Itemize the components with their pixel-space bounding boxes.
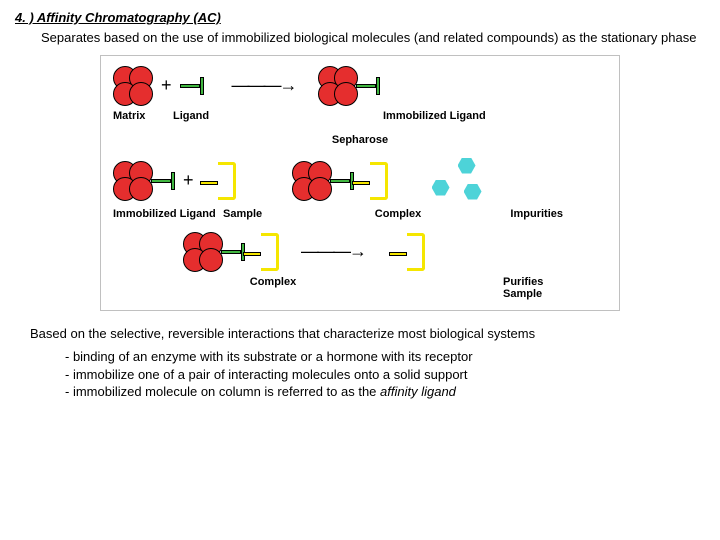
immobilized-ligand-icon: [318, 66, 380, 106]
sample-label: Sample: [223, 208, 323, 220]
row3-labels: Complex Purifies Sample: [183, 276, 607, 300]
footer-bullets: - binding of an enzyme with its substrat…: [65, 348, 705, 401]
row2-labels: Immobilized Ligand Sample Complex Impuri…: [113, 208, 607, 220]
immob-label-2: Immobilized Ligand: [113, 208, 223, 220]
plus-icon-2: +: [183, 170, 194, 191]
purifies-label: Purifies Sample: [503, 276, 543, 300]
impurities-icon: [428, 158, 488, 204]
complex-icon-2: [183, 232, 279, 272]
complex-label: Complex: [323, 208, 473, 220]
arrow-icon-2: ———→: [301, 241, 365, 262]
complex-label-2: Complex: [183, 276, 363, 300]
diagram-row-2: +: [113, 158, 607, 204]
bullet-2: - immobilize one of a pair of interactin…: [65, 366, 705, 384]
sample-icon: [218, 162, 236, 200]
matrix-icon: [113, 66, 153, 106]
ligand-label: Ligand: [173, 110, 253, 122]
intro-paragraph: Separates based on the use of immobilize…: [41, 29, 705, 47]
complex-icon: [292, 161, 388, 201]
ligand-icon: [180, 77, 204, 95]
section-heading: 4. ) Affinity Chromatography (AC): [15, 10, 705, 25]
diagram-row-3: ———→: [183, 232, 607, 272]
impurities-label: Impurities: [473, 208, 563, 220]
footer-paragraph: Based on the selective, reversible inter…: [30, 325, 705, 343]
matrix-label: Matrix: [113, 110, 173, 122]
sepharose-label: Sepharose: [113, 134, 607, 146]
immobilized-ligand-icon-2: [113, 161, 175, 201]
purified-sample-icon: [407, 233, 425, 271]
affinity-diagram: + ———→ Matrix Ligand Immobilized Ligand …: [100, 55, 620, 311]
bullet-1: - binding of an enzyme with its substrat…: [65, 348, 705, 366]
arrow-icon: ———→: [232, 75, 296, 96]
plus-icon: +: [161, 75, 172, 96]
bullet-3: - immobilized molecule on column is refe…: [65, 383, 705, 401]
diagram-row-1: + ———→: [113, 66, 607, 106]
immobilized-label: Immobilized Ligand: [383, 110, 486, 122]
row1-labels: Matrix Ligand Immobilized Ligand: [113, 110, 607, 122]
